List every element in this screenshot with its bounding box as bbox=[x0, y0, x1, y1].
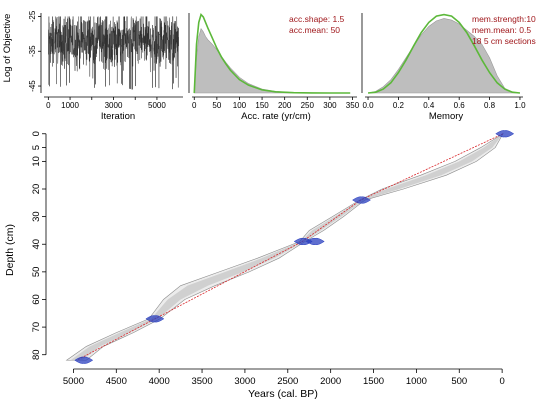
age-model-core-band bbox=[70, 133, 504, 361]
years-tick-label: 1000 bbox=[406, 376, 427, 387]
acc-rate-tick-label: 150 bbox=[255, 101, 269, 110]
memory-tick-label: 1.0 bbox=[514, 101, 526, 110]
years-tick-label: 2500 bbox=[277, 376, 298, 387]
calibrated-date bbox=[352, 196, 371, 204]
iteration-tick-label: 5000 bbox=[148, 101, 166, 110]
calibrated-date bbox=[305, 237, 325, 246]
date-distribution bbox=[352, 196, 371, 204]
acc-mean-note: acc.mean: 50 bbox=[289, 25, 340, 35]
acc-rate-tick-label: 100 bbox=[233, 101, 247, 110]
date-distribution bbox=[74, 356, 94, 364]
objective-trace-line bbox=[48, 15, 179, 90]
objective-tick-label: -25 bbox=[28, 10, 37, 22]
calibrated-date bbox=[145, 315, 165, 323]
years-tick-label: 5000 bbox=[63, 376, 84, 387]
years-tick-label: 4500 bbox=[106, 376, 127, 387]
years-axis-label: Years (cal. BP) bbox=[248, 388, 318, 400]
memory-tick-label: 0.4 bbox=[423, 101, 435, 110]
acc-rate-tick-label: 350 bbox=[346, 101, 360, 110]
calibrated-date bbox=[74, 356, 94, 364]
calibrated-date bbox=[495, 130, 515, 138]
depth-tick-label: 0 bbox=[31, 131, 42, 136]
objective-tick-label: -35 bbox=[28, 45, 37, 57]
age-depth-axes: 5000 4500 4000 3500 3000 2500 2000 1500 1000 500 0… bbox=[31, 131, 505, 387]
memory-tick-label: 0.2 bbox=[393, 101, 405, 110]
acc-rate-axis-label: Acc. rate (yr/cm) bbox=[241, 111, 311, 122]
iteration-axis-label: Iteration bbox=[101, 111, 135, 122]
iteration-tick-label: 1000 bbox=[61, 101, 79, 110]
acc-rate-prior-line bbox=[193, 13, 351, 94]
depth-tick-label: 60 bbox=[31, 294, 42, 305]
years-tick-label: 0 bbox=[499, 376, 504, 387]
depth-tick-label: 30 bbox=[31, 211, 42, 222]
memory-panel: 0.0 0.2 0.4 0.6 0.8 1.0 Memory mem.strength:1… bbox=[361, 13, 536, 122]
acc-rate-axes: 0 50 100 150 200 250 300 350 bbox=[188, 13, 360, 110]
years-tick-label: 2000 bbox=[320, 376, 341, 387]
depth-tick-label: 10 bbox=[31, 156, 42, 167]
date-distribution bbox=[145, 315, 165, 323]
mem-mean-note: mem.mean: 0.5 bbox=[472, 25, 531, 35]
acc-rate-tick-label: 50 bbox=[212, 101, 221, 110]
memory-tick-label: 0.6 bbox=[454, 101, 466, 110]
memory-tick-label: 0.0 bbox=[362, 101, 374, 110]
acc-shape-note: acc.shape: 1.5 bbox=[289, 14, 345, 24]
years-tick-label: 1500 bbox=[363, 376, 384, 387]
sections-note: 18 5 cm sections bbox=[472, 36, 536, 46]
acc-rate-tick-label: 250 bbox=[301, 101, 315, 110]
memory-prior-line bbox=[367, 13, 521, 94]
years-tick-label: 4000 bbox=[149, 376, 170, 387]
date-distribution bbox=[495, 130, 515, 138]
age-model-envelope bbox=[65, 132, 504, 361]
depth-tick-label: 70 bbox=[31, 322, 42, 333]
memory-tick-label: 0.8 bbox=[484, 101, 496, 110]
depth-tick-label: 80 bbox=[31, 349, 42, 360]
acc-rate-tick-label: 0 bbox=[192, 101, 197, 110]
date-distribution bbox=[305, 237, 325, 246]
calibrated-dates bbox=[74, 130, 515, 364]
iteration-axes: 0 1000 3000 5000 -25 -35 -45 bbox=[28, 10, 183, 110]
depth-tick-label: 50 bbox=[31, 267, 42, 278]
depth-tick-label: 5 bbox=[31, 145, 42, 150]
acc-rate-tick-label: 300 bbox=[323, 101, 337, 110]
mem-strength-note: mem.strength:10 bbox=[472, 14, 536, 24]
years-tick-label: 500 bbox=[451, 376, 467, 387]
objective-tick-label: -45 bbox=[28, 80, 37, 92]
years-tick-label: 3000 bbox=[234, 376, 255, 387]
accumulation-rate-panel: 0 50 100 150 200 250 300 350 Acc. rate (yr/cm) … bbox=[188, 13, 360, 122]
iteration-tick-label: 3000 bbox=[105, 101, 123, 110]
age-depth-panel: 5000 4500 4000 3500 3000 2500 2000 1500 1000 500 0… bbox=[4, 130, 515, 400]
iteration-trace-panel: 0 1000 3000 5000-25-35-45 Log of Objective … bbox=[2, 10, 183, 122]
depth-tick-label: 20 bbox=[31, 184, 42, 195]
memory-axes: 0.0 0.2 0.4 0.6 0.8 1.0 bbox=[361, 13, 526, 110]
depth-axis-label: Depth (cm) bbox=[4, 224, 16, 276]
acc-rate-tick-label: 200 bbox=[278, 101, 292, 110]
memory-axis-label: Memory bbox=[429, 111, 464, 122]
objective-axis-label: Log of Objective bbox=[2, 14, 13, 83]
depth-tick-label: 40 bbox=[31, 239, 42, 250]
iteration-tick-label: 0 bbox=[46, 101, 51, 110]
years-tick-label: 3500 bbox=[191, 376, 212, 387]
